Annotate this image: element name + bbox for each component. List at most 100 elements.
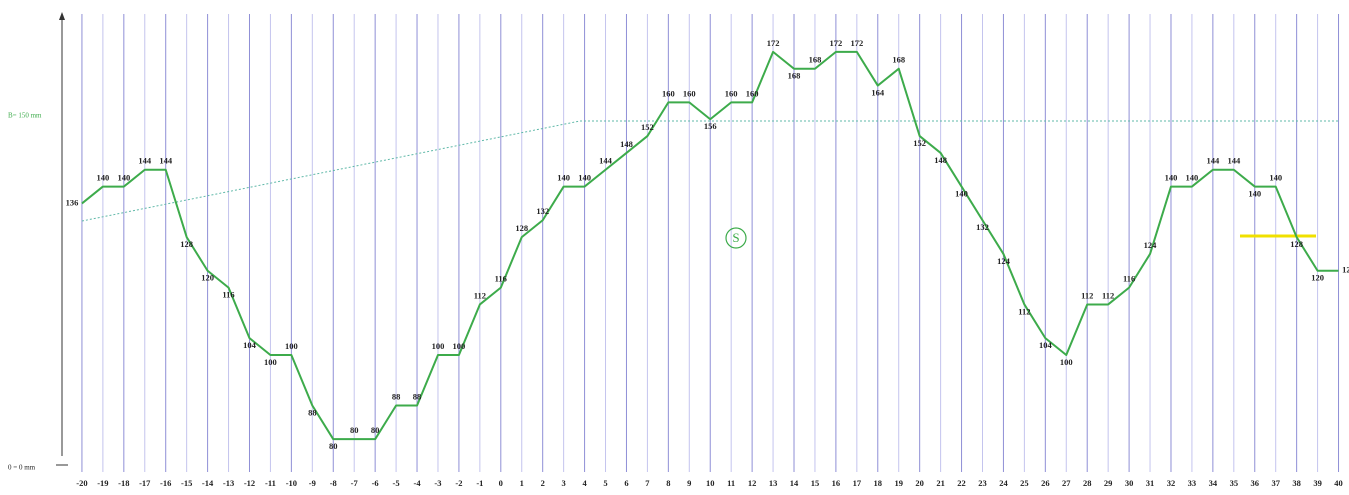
value-label: 152	[913, 138, 926, 148]
value-label: 172	[767, 38, 780, 48]
x-tick-label: 12	[748, 478, 757, 488]
value-label: 80	[329, 441, 338, 451]
x-tick-label: 15	[811, 478, 820, 488]
value-label: 144	[1227, 156, 1241, 166]
value-label: 120	[1311, 273, 1324, 283]
x-tick-label: 5	[603, 478, 607, 488]
value-label: 124	[997, 256, 1011, 266]
x-tick-label: 38	[1292, 478, 1301, 488]
x-tick-label: -17	[139, 478, 151, 488]
value-label: 140	[1269, 173, 1282, 183]
value-label: 120	[201, 273, 214, 283]
value-label: 148	[620, 139, 633, 149]
value-label: 88	[308, 407, 317, 417]
x-tick-label: 3	[562, 478, 566, 488]
x-tick-label: -15	[181, 478, 192, 488]
data-line	[81, 50, 1339, 441]
x-tick-label: 26	[1041, 478, 1050, 488]
value-label: 160	[662, 88, 675, 98]
value-label: 144	[159, 156, 173, 166]
x-tick-label: 29	[1104, 478, 1113, 488]
value-label: 128	[515, 223, 528, 233]
x-tick-label: 25	[1020, 478, 1029, 488]
value-label: 140	[1248, 189, 1261, 199]
x-tick-label: -5	[393, 478, 400, 488]
value-label: 160	[725, 88, 738, 98]
value-label: 88	[413, 391, 422, 401]
value-label: 152	[641, 122, 654, 132]
value-label: 112	[1102, 290, 1114, 300]
value-label: 120	[1342, 265, 1349, 275]
value-label: 124	[1144, 240, 1158, 250]
x-tick-label: 30	[1125, 478, 1134, 488]
slope-line	[81, 120, 581, 222]
x-tick-label: 18	[874, 478, 883, 488]
grid	[81, 14, 1340, 472]
value-label: 160	[746, 88, 759, 98]
value-label: 88	[392, 391, 401, 401]
value-label: 140	[97, 173, 110, 183]
value-label: 144	[1206, 156, 1220, 166]
value-label: 140	[1186, 173, 1199, 183]
x-tick-label: -6	[372, 478, 379, 488]
x-tick-label: 6	[624, 478, 628, 488]
x-tick-label: 33	[1188, 478, 1197, 488]
x-tick-label: 22	[957, 478, 966, 488]
x-tick-label: 27	[1062, 478, 1071, 488]
value-label: 100	[285, 341, 298, 351]
value-label: 172	[830, 38, 843, 48]
value-label: 128	[1290, 239, 1303, 249]
value-label: 112	[1018, 306, 1030, 316]
value-label: 140	[557, 173, 570, 183]
value-label: 164	[871, 88, 885, 98]
value-label: 100	[453, 341, 466, 351]
x-tick-label: -10	[286, 478, 297, 488]
value-label: 140	[1165, 173, 1178, 183]
x-tick-label: -8	[330, 478, 337, 488]
y-axis-arrow	[59, 12, 65, 20]
value-label: 156	[704, 121, 717, 131]
x-tick-label: 8	[666, 478, 670, 488]
x-tick-label: -18	[118, 478, 129, 488]
base-label: 0 = 0 mm	[8, 464, 36, 472]
x-tick-label: 28	[1083, 478, 1092, 488]
value-label: 132	[976, 222, 989, 232]
value-label: 80	[350, 425, 359, 435]
x-tick-label: -9	[309, 478, 316, 488]
x-tick-label: -4	[413, 478, 421, 488]
x-tick-label: -7	[351, 478, 359, 488]
value-label: 140	[117, 173, 130, 183]
x-tick-label: -12	[244, 478, 255, 488]
value-label: 112	[1081, 290, 1093, 300]
value-label: 132	[536, 206, 549, 216]
value-label: 116	[222, 290, 234, 300]
x-tick-label: 20	[915, 478, 924, 488]
x-tick-label: -16	[160, 478, 171, 488]
value-label: 172	[850, 38, 863, 48]
x-tick-label: 17	[853, 478, 862, 488]
x-tick-label: 32	[1167, 478, 1176, 488]
value-label: 112	[474, 290, 486, 300]
value-label: 100	[264, 357, 277, 367]
x-tick-label: -20	[76, 478, 87, 488]
value-label: 168	[892, 55, 905, 65]
value-label: 144	[138, 156, 152, 166]
x-tick-label: 4	[582, 478, 587, 488]
x-tick-label: 14	[790, 478, 799, 488]
value-label: 116	[495, 274, 507, 284]
x-tick-label: 31	[1146, 478, 1155, 488]
x-tick-label: 24	[999, 478, 1008, 488]
x-tick-label: 7	[645, 478, 650, 488]
value-label: 80	[371, 425, 380, 435]
s-circle	[725, 227, 747, 249]
x-tick-label: -19	[97, 478, 108, 488]
x-tick-label: 2	[541, 478, 545, 488]
x-tick-label: 11	[727, 478, 735, 488]
s-label: S	[732, 230, 739, 245]
value-label: 140	[955, 189, 968, 199]
value-label: 148	[934, 155, 947, 165]
value-label: 136	[66, 197, 79, 207]
x-tick-label: 35	[1230, 478, 1239, 488]
x-tick-label: 0	[499, 478, 503, 488]
x-tick-label: 13	[769, 478, 778, 488]
